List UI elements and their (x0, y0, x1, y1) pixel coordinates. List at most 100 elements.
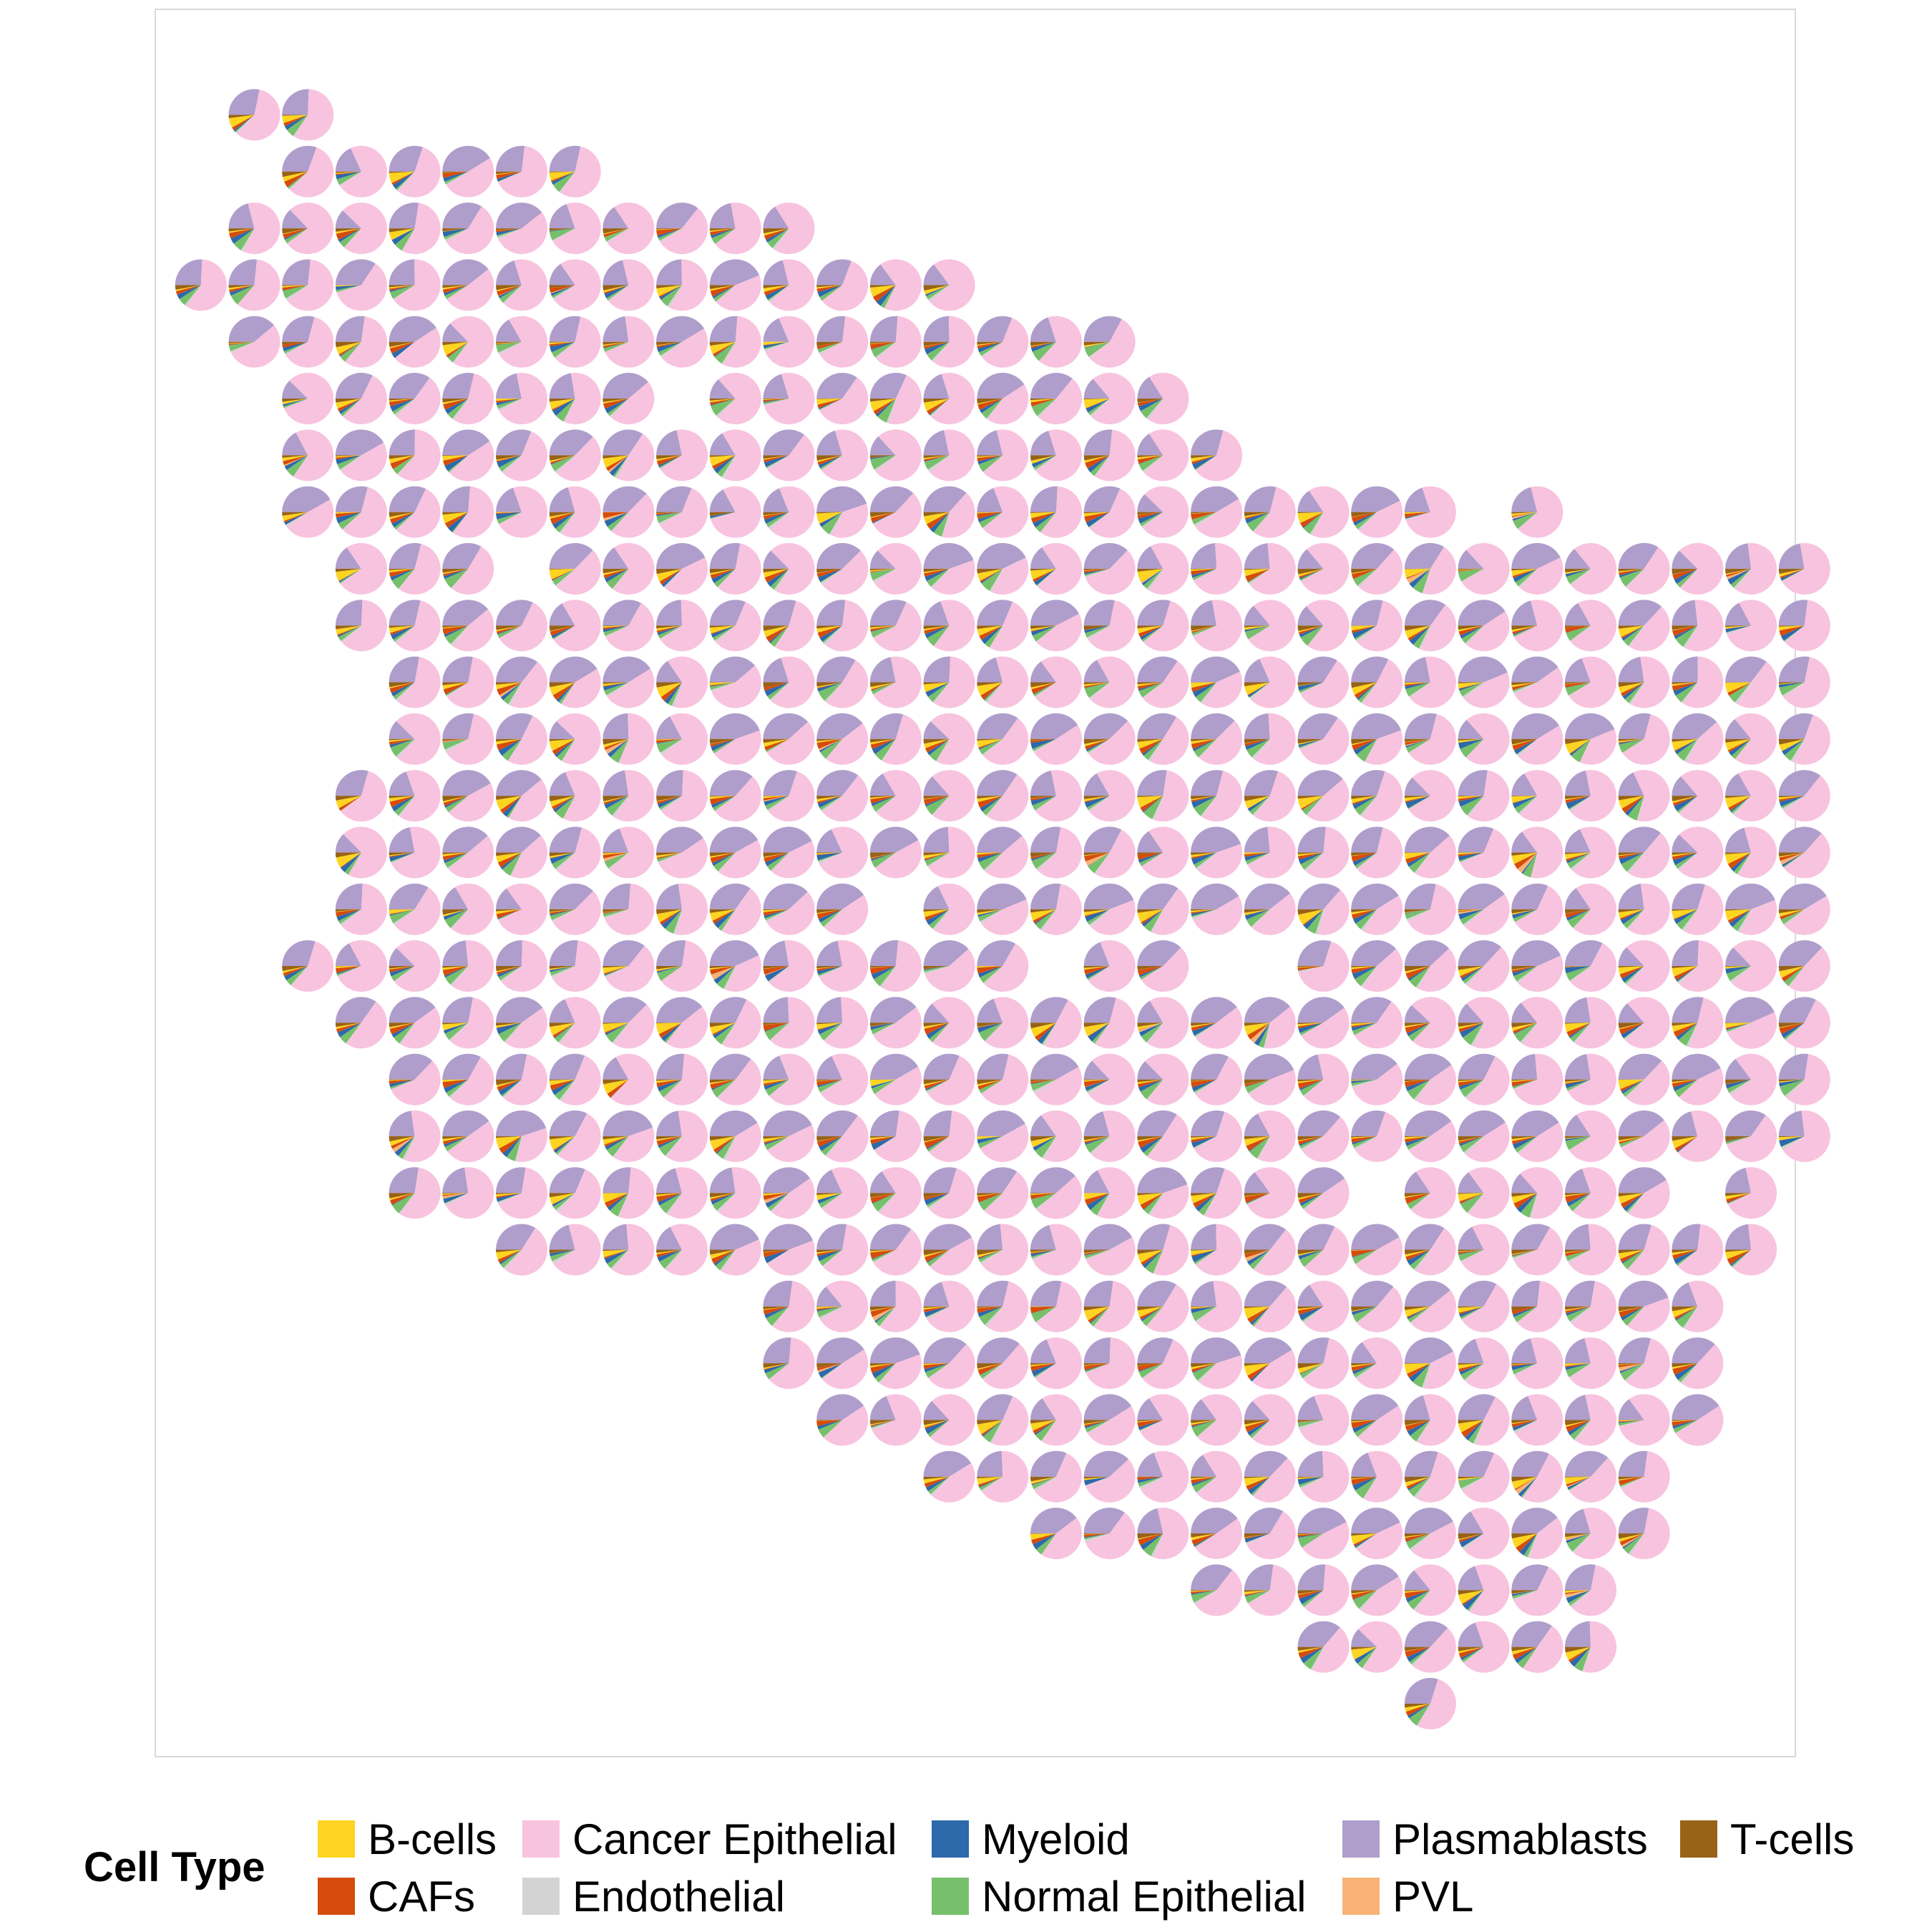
pie-slice (389, 1136, 415, 1142)
pie-slice (1622, 1306, 1644, 1326)
pie-slice (880, 285, 896, 308)
pie-slice (1300, 568, 1324, 582)
pie-slice (1194, 1533, 1217, 1547)
pie-slice (1030, 1249, 1056, 1254)
pie-slice (1191, 1136, 1217, 1143)
pie-slice (1084, 625, 1110, 630)
pie-slice (452, 399, 469, 421)
pie-slice (497, 852, 522, 868)
pie-slice (1030, 770, 1056, 796)
pie-slice (1405, 966, 1430, 974)
pie-slice (602, 682, 629, 686)
pie-slice (869, 1395, 896, 1420)
pie-slice (1404, 1590, 1430, 1593)
pie-slice (1304, 1564, 1350, 1616)
pie-slice (389, 316, 436, 342)
pie-slice (1784, 966, 1805, 987)
pie-slice (549, 852, 575, 857)
pie-slice (1090, 399, 1110, 417)
spot-pie (1244, 1224, 1296, 1276)
pie-slice (816, 852, 843, 855)
pie-slice (287, 499, 334, 538)
spot-pie (656, 1053, 708, 1106)
pie-slice (1413, 625, 1430, 649)
pie-slice (816, 399, 843, 405)
pie-slice (1672, 568, 1698, 575)
pie-slice (502, 1079, 522, 1098)
pie-slice (1565, 1114, 1591, 1136)
spot-pie (1297, 997, 1350, 1049)
spot-pie (1244, 1110, 1296, 1162)
pie-slice (816, 852, 843, 861)
pie-slice (923, 1363, 950, 1364)
spot-pie (1137, 713, 1189, 765)
pie-slice (1679, 542, 1724, 595)
pie-slice (1244, 486, 1277, 512)
pie-slice (923, 966, 950, 970)
pie-slice (1565, 1306, 1591, 1310)
pie-slice (1297, 1476, 1324, 1480)
pie-slice (1725, 827, 1752, 853)
pie-slice (1038, 1023, 1056, 1044)
pie-slice (399, 1167, 441, 1219)
pie-slice (389, 1023, 415, 1035)
pie-slice (1413, 1249, 1430, 1272)
pie-slice (1030, 1079, 1056, 1084)
pie-slice (1307, 779, 1350, 822)
pie-slice (923, 909, 950, 912)
pie-slice (1565, 548, 1591, 569)
pie-slice (552, 203, 601, 255)
pie-slice (872, 285, 896, 302)
spot-pie (389, 542, 441, 595)
spot-pie (602, 997, 655, 1049)
pie-slice (283, 455, 308, 467)
pie-slice (1677, 1249, 1698, 1267)
pie-slice (1030, 738, 1056, 741)
spot-pie (1137, 1507, 1189, 1559)
pie-slice (1088, 512, 1110, 528)
pie-slice (923, 796, 950, 799)
pie-slice (923, 399, 950, 403)
pie-slice (1726, 1023, 1752, 1033)
pie-slice (816, 966, 843, 970)
pie-slice (658, 1193, 683, 1206)
pie-slice (1408, 770, 1456, 822)
pie-slice (819, 966, 843, 977)
pie-slice (443, 1136, 469, 1145)
pie-slice (823, 909, 843, 928)
spot-pie (282, 940, 334, 992)
spot-pie (923, 826, 975, 879)
pie-slice (709, 542, 741, 569)
pie-slice (1030, 1420, 1056, 1431)
pie-slice (872, 512, 896, 525)
pie-slice (1191, 656, 1240, 683)
pie-slice (1351, 486, 1400, 512)
pie-slice (977, 512, 1003, 522)
pie-slice (1458, 1249, 1484, 1255)
pie-slice (442, 1079, 469, 1083)
pie-slice (984, 1171, 1029, 1219)
pie-slice (1191, 568, 1217, 575)
pie-slice (1521, 997, 1563, 1049)
pie-slice (1626, 547, 1670, 595)
spot-pie (1351, 1621, 1403, 1673)
pie-slice (1725, 568, 1752, 575)
pie-slice (557, 827, 601, 879)
pie-slice (774, 568, 789, 591)
pie-slice (715, 776, 761, 822)
spot-pie (1458, 1564, 1510, 1616)
pie-slice (338, 512, 361, 530)
pie-slice (1030, 1079, 1056, 1091)
pie-slice (924, 455, 950, 470)
pie-slice (709, 568, 736, 574)
spot-pie (1137, 542, 1189, 595)
pie-slice (335, 455, 361, 457)
pie-slice (716, 966, 736, 989)
pie-slice (444, 399, 469, 414)
pie-slice (1464, 894, 1510, 935)
pie-slice (1467, 947, 1510, 992)
pie-slice (1355, 625, 1377, 643)
pie-slice (551, 455, 575, 472)
pie-slice (1090, 1136, 1110, 1155)
pie-slice (1300, 1136, 1324, 1151)
